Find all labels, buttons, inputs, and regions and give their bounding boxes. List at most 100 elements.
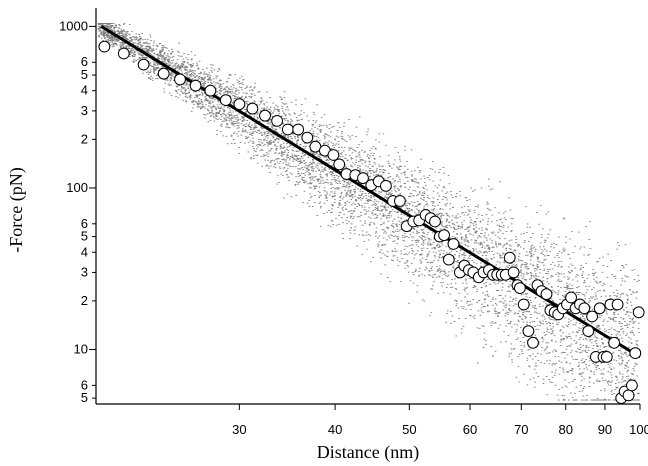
noise-point bbox=[472, 248, 474, 249]
noise-point bbox=[295, 159, 298, 161]
noise-point bbox=[440, 213, 443, 215]
noise-point bbox=[450, 283, 452, 285]
noise-point bbox=[622, 265, 625, 267]
noise-point bbox=[619, 364, 621, 366]
noise-point bbox=[181, 63, 183, 64]
noise-point bbox=[202, 107, 204, 109]
noise-point bbox=[164, 82, 167, 84]
noise-point bbox=[469, 221, 472, 223]
noise-point bbox=[615, 376, 618, 378]
noise-point bbox=[275, 128, 277, 130]
noise-point bbox=[380, 209, 383, 211]
noise-point bbox=[275, 104, 277, 106]
noise-point bbox=[506, 320, 509, 322]
noise-point bbox=[256, 113, 258, 115]
noise-point bbox=[206, 67, 208, 69]
noise-point bbox=[446, 191, 449, 193]
noise-point bbox=[481, 229, 484, 231]
noise-point bbox=[406, 236, 408, 237]
noise-point bbox=[316, 179, 318, 181]
noise-point bbox=[431, 269, 433, 271]
noise-point bbox=[572, 358, 575, 360]
noise-point bbox=[300, 168, 302, 170]
noise-point bbox=[454, 299, 456, 301]
noise-point bbox=[395, 175, 398, 177]
noise-point bbox=[373, 153, 375, 155]
noise-point bbox=[308, 187, 311, 189]
noise-point bbox=[551, 331, 554, 333]
noise-point bbox=[485, 343, 487, 345]
noise-point bbox=[295, 181, 298, 183]
noise-point bbox=[495, 283, 497, 285]
noise-point bbox=[348, 194, 351, 196]
noise-point bbox=[342, 184, 345, 186]
noise-point bbox=[313, 185, 315, 187]
noise-point bbox=[178, 89, 180, 91]
noise-point bbox=[274, 108, 276, 110]
noise-point bbox=[309, 182, 311, 184]
noise-point bbox=[458, 318, 460, 319]
noise-point bbox=[366, 131, 369, 133]
noise-point bbox=[339, 197, 341, 198]
noise-point bbox=[291, 124, 293, 126]
noise-point bbox=[166, 63, 168, 65]
noise-point bbox=[387, 235, 390, 237]
noise-point bbox=[215, 82, 217, 84]
noise-point bbox=[386, 217, 388, 219]
noise-point bbox=[373, 204, 375, 206]
noise-point bbox=[333, 202, 336, 203]
noise-point bbox=[375, 148, 377, 150]
noise-point bbox=[413, 257, 416, 259]
noise-point bbox=[253, 158, 255, 159]
noise-point bbox=[241, 130, 244, 132]
noise-point bbox=[341, 151, 343, 153]
noise-point bbox=[607, 332, 610, 333]
noise-point bbox=[551, 382, 553, 383]
noise-point bbox=[631, 270, 633, 271]
noise-point bbox=[344, 139, 346, 141]
noise-point bbox=[570, 337, 572, 339]
noise-point bbox=[615, 383, 617, 384]
noise-point bbox=[334, 138, 336, 140]
noise-point bbox=[333, 193, 336, 194]
noise-point bbox=[217, 106, 219, 108]
noise-point bbox=[393, 231, 395, 233]
noise-point bbox=[105, 39, 108, 41]
noise-point bbox=[509, 291, 511, 292]
noise-point bbox=[190, 101, 193, 103]
noise-point bbox=[339, 200, 341, 201]
noise-point bbox=[231, 124, 234, 126]
noise-point bbox=[290, 196, 293, 198]
noise-point bbox=[370, 222, 372, 223]
noise-point bbox=[399, 281, 402, 282]
noise-point bbox=[317, 155, 320, 157]
noise-point bbox=[114, 39, 117, 41]
noise-point bbox=[499, 230, 502, 232]
noise-point bbox=[249, 115, 251, 117]
noise-point bbox=[203, 71, 206, 73]
noise-point bbox=[98, 23, 100, 25]
noise-point bbox=[596, 261, 598, 263]
noise-point bbox=[153, 68, 155, 70]
noise-point bbox=[441, 278, 444, 280]
noise-point bbox=[524, 262, 527, 264]
noise-point bbox=[562, 351, 565, 353]
noise-point bbox=[338, 147, 340, 148]
noise-point bbox=[306, 183, 309, 185]
noise-point bbox=[551, 286, 553, 288]
noise-point bbox=[311, 178, 314, 180]
noise-point bbox=[627, 369, 630, 371]
noise-point bbox=[575, 386, 578, 388]
noise-point bbox=[190, 66, 193, 68]
noise-point bbox=[599, 399, 602, 401]
noise-point bbox=[595, 294, 597, 296]
noise-point bbox=[287, 152, 290, 153]
noise-point bbox=[253, 115, 256, 117]
noise-point bbox=[375, 235, 377, 237]
noise-point bbox=[618, 331, 620, 332]
noise-point bbox=[111, 39, 114, 41]
noise-point bbox=[226, 113, 229, 115]
noise-point bbox=[378, 191, 380, 192]
noise-point bbox=[518, 253, 521, 255]
noise-point bbox=[583, 314, 585, 315]
